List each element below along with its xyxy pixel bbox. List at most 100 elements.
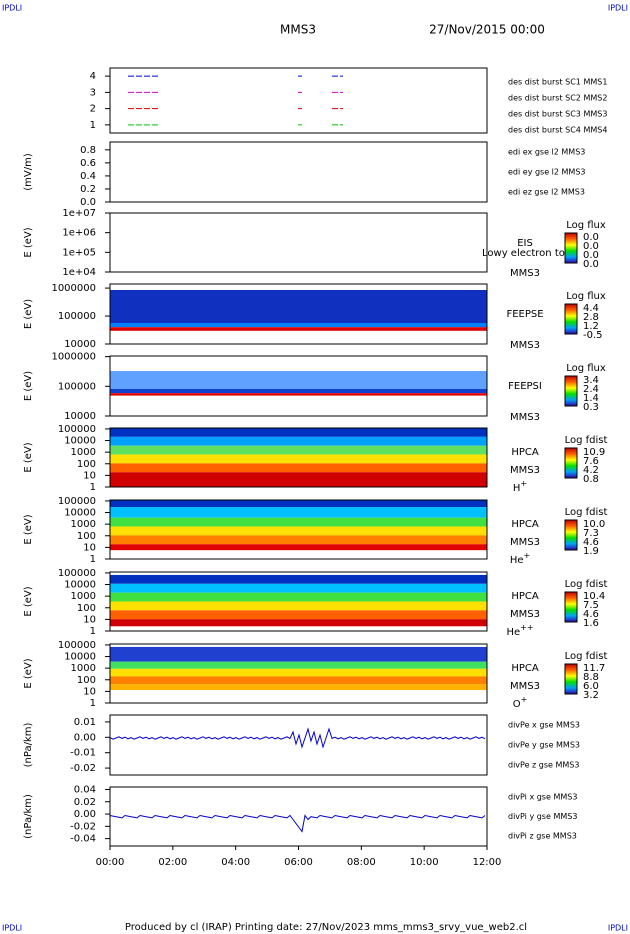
panel-label: FEEPSI bbox=[508, 381, 542, 392]
y-tick-label: 100000 bbox=[58, 311, 96, 322]
panel: 10000 100000 1000000 E (eV) FEEPSI MMS3 Log fl… bbox=[23, 352, 606, 423]
colorbar-tick-label: 1.6 bbox=[583, 618, 599, 629]
colorbar-tick-label: 3.2 bbox=[583, 690, 599, 701]
y-tick-label: 0.04 bbox=[74, 784, 96, 795]
species-label: He+ bbox=[510, 551, 530, 567]
y-axis-label: E (eV) bbox=[23, 299, 34, 329]
colorbar bbox=[564, 663, 578, 695]
spectrogram-band bbox=[110, 544, 487, 551]
y-tick-label: 1 bbox=[90, 554, 96, 565]
y-tick-label: 1000000 bbox=[51, 352, 96, 363]
colorbar-tick-label: 2.4 bbox=[583, 384, 599, 395]
y-tick-label: 100000 bbox=[58, 640, 96, 651]
y-tick-label: 10000 bbox=[64, 411, 96, 422]
panel: -0.02 -0.01 0.00 0.01 (nPa/km) divPe x gse MM… bbox=[23, 714, 580, 776]
y-tick-label: 10 bbox=[83, 542, 96, 553]
spectrogram-band bbox=[110, 535, 487, 545]
plot-frame bbox=[109, 67, 488, 134]
species: He bbox=[506, 627, 520, 638]
charge: + bbox=[520, 479, 527, 488]
plot-frame bbox=[109, 499, 488, 560]
spectrogram-band bbox=[110, 583, 487, 593]
colorbar bbox=[564, 591, 578, 623]
y-tick-label: 100000 bbox=[58, 424, 96, 435]
legend-entry: divPi x gse MMS3 bbox=[508, 792, 577, 801]
colorbar-tick-label: 4.2 bbox=[583, 465, 599, 476]
y-tick-label: 0.02 bbox=[74, 797, 96, 808]
y-tick-label: 100 bbox=[77, 531, 96, 542]
corner-label: IPDLI bbox=[2, 924, 22, 933]
legend-entry: divPi y gse MMS3 bbox=[508, 812, 577, 821]
legend-entry: divPi z gse MMS3 bbox=[508, 832, 577, 841]
y-tick-label: 100 bbox=[77, 603, 96, 614]
y-tick-label: -0.04 bbox=[70, 834, 96, 845]
spectrogram-band bbox=[110, 454, 487, 464]
spectrogram-band bbox=[110, 661, 487, 669]
y-tick-label: 10 bbox=[83, 614, 96, 625]
legend-entry: des dist burst SC4 MMS4 bbox=[508, 126, 607, 135]
panel-label: EIS bbox=[517, 238, 533, 249]
colorbar-tick-label: 0.0 bbox=[583, 259, 599, 270]
spectrogram-band bbox=[110, 327, 487, 331]
y-tick-label: 1 bbox=[90, 626, 96, 637]
spectrogram-band bbox=[110, 507, 487, 518]
colorbar-tick-label: 2.8 bbox=[583, 312, 599, 323]
colorbar-title: Log flux bbox=[566, 363, 606, 374]
y-tick-label: 2 bbox=[90, 104, 96, 115]
panel-label: HPCA bbox=[511, 447, 539, 458]
y-tick-label: 0.0 bbox=[80, 197, 96, 208]
x-tick-label: 02:00 bbox=[158, 857, 187, 868]
panel-label: MMS3 bbox=[510, 412, 540, 423]
charge: + bbox=[523, 551, 530, 560]
y-axis-label: (nPa/km) bbox=[23, 794, 34, 839]
panel-label: HPCA bbox=[511, 663, 539, 674]
panel-label: HPCA bbox=[511, 591, 539, 602]
y-tick-label: 1000 bbox=[71, 519, 96, 530]
colorbar-title: Log fdist bbox=[565, 579, 608, 590]
panel-label: MMS3 bbox=[510, 268, 540, 279]
spectrogram-band bbox=[110, 428, 487, 437]
colorbar-title: Log fdist bbox=[565, 435, 608, 446]
colorbar-title: Log flux bbox=[566, 220, 606, 231]
colorbar-title: Log fdist bbox=[565, 651, 608, 662]
colorbar-title: Log fdist bbox=[565, 507, 608, 518]
spectrogram-band bbox=[110, 393, 487, 396]
plot-frame bbox=[109, 643, 488, 704]
colorbar-tick-label: 1.2 bbox=[583, 321, 599, 332]
y-tick-label: 100 bbox=[77, 459, 96, 470]
trace bbox=[109, 814, 486, 833]
panel-label: MMS3 bbox=[510, 465, 540, 476]
y-tick-label: 100 bbox=[77, 675, 96, 686]
y-tick-label: 10000 bbox=[64, 339, 96, 350]
colorbar-title: Log flux bbox=[566, 291, 606, 302]
panel-label: FEEPSE bbox=[506, 309, 543, 320]
legend-entry: divPe z gse MMS3 bbox=[508, 761, 579, 770]
plot-frame bbox=[109, 714, 488, 776]
x-tick-label: 12:00 bbox=[473, 857, 502, 868]
y-axis-label: E (eV) bbox=[23, 227, 34, 257]
y-tick-label: 1 bbox=[90, 698, 96, 709]
species: H bbox=[513, 483, 521, 494]
colorbar-tick-label: 6.0 bbox=[583, 681, 599, 692]
corner-label: IPDLI bbox=[608, 4, 628, 13]
panel-label: HPCA bbox=[511, 519, 539, 530]
colorbar-tick-label: 0.0 bbox=[583, 250, 599, 261]
y-tick-label: 1000 bbox=[71, 663, 96, 674]
y-tick-label: 1 bbox=[90, 482, 96, 493]
species: He bbox=[510, 555, 524, 566]
y-tick-label: 1e+04 bbox=[62, 267, 96, 278]
corner-label: IPDLI bbox=[608, 924, 628, 933]
note: Lowy electron to bbox=[482, 248, 565, 259]
y-tick-label: 3 bbox=[90, 87, 96, 98]
plot-frame bbox=[109, 141, 488, 203]
y-tick-label: 1000 bbox=[71, 447, 96, 458]
y-tick-label: -0.02 bbox=[70, 763, 96, 774]
spectrogram-band bbox=[110, 574, 487, 584]
panel: -0.04 -0.020.000.02 0.04 (nPa/km) divPi x gs… bbox=[23, 784, 577, 868]
colorbar-tick-label: 1.4 bbox=[583, 393, 599, 404]
date: 27/Nov/2015 00:00 bbox=[429, 23, 545, 37]
panel-label: MMS3 bbox=[510, 681, 540, 692]
legend-entry: des dist burst SC3 MMS3 bbox=[508, 110, 607, 119]
